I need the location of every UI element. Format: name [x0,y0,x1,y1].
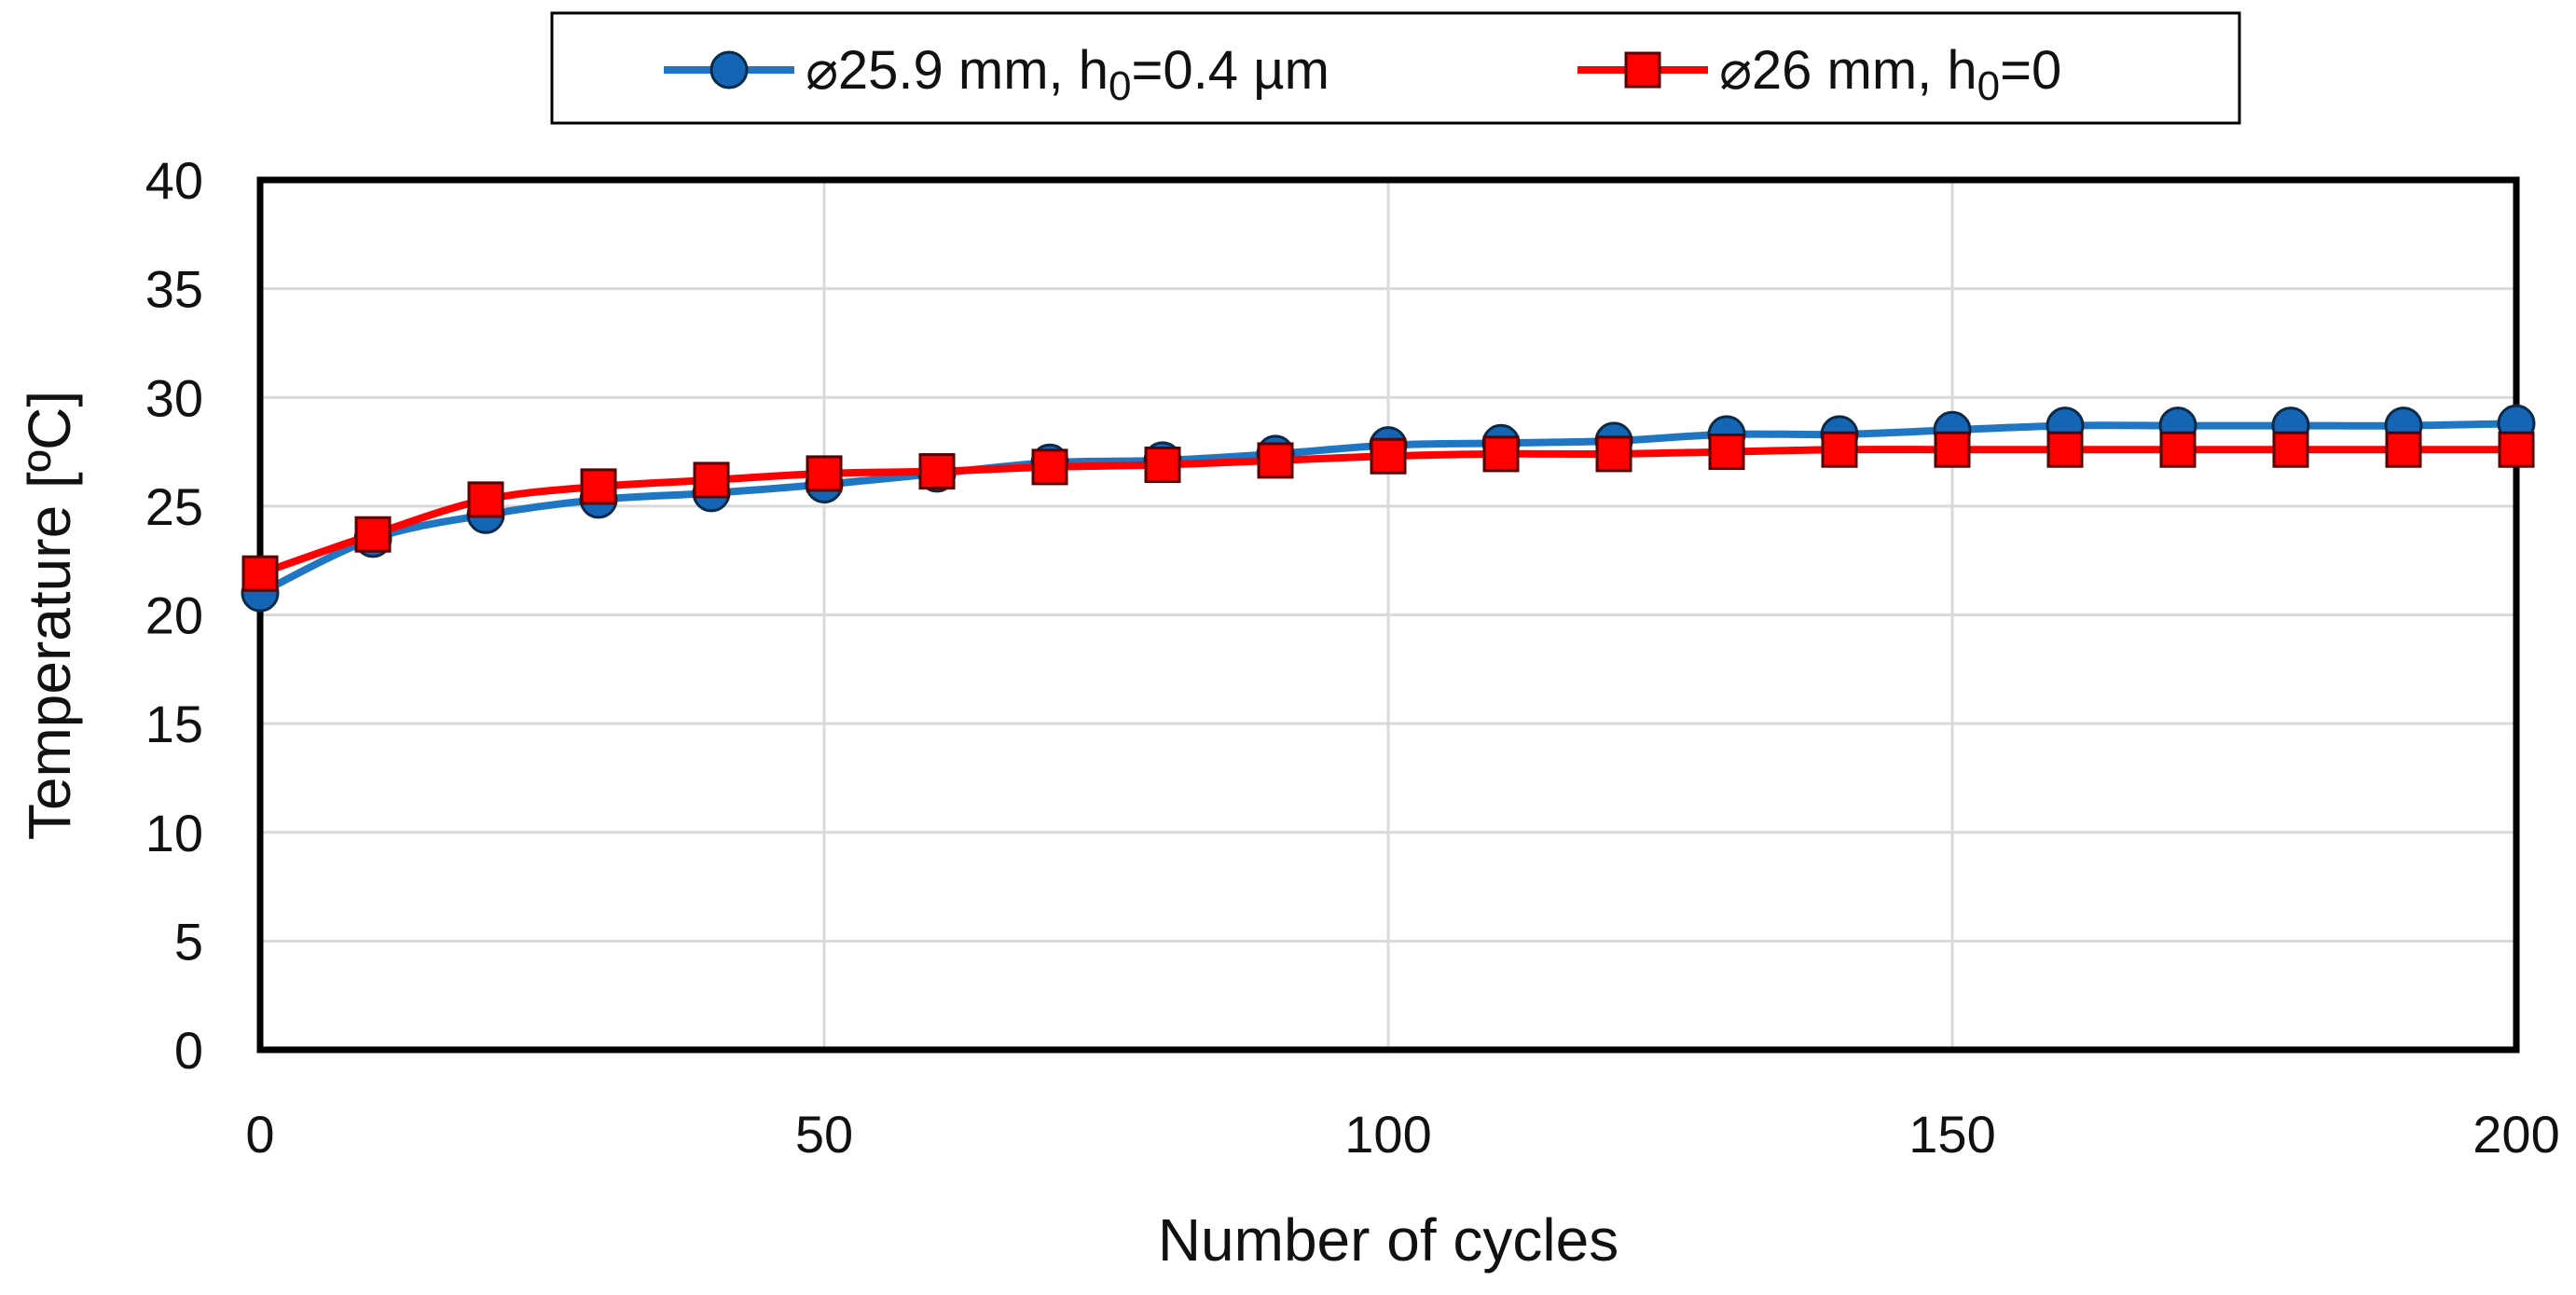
data-point [354,516,392,553]
data-point [1031,448,1068,486]
x-tick-label: 150 [1908,1105,1995,1164]
legend-marker [709,50,749,90]
x-tick-labels: 0 50 100 150 200 [245,1105,2559,1164]
plot-area-frame [256,176,2520,1054]
data-point [467,481,504,518]
y-axis-title: Temperature [ºC] [16,391,83,840]
series-layer [241,404,2536,613]
data-point [1595,435,1632,473]
legend-label: ⌀26 mm, h0=0 [1719,40,2061,109]
data-point [2498,431,2535,468]
data-point [2272,431,2309,468]
data-point [1821,431,1858,468]
x-tick-label: 100 [1344,1105,1431,1164]
y-tick-label: 30 [145,368,203,427]
data-point [1934,431,1971,468]
data-point [1482,435,1520,473]
data-point [580,468,617,505]
y-tick-label: 25 [145,477,203,536]
x-tick-label: 50 [795,1105,853,1164]
legend-entry-1: ⌀25.9 mm, h0=0.4 µm [664,40,1329,109]
y-tick-label: 15 [145,695,203,753]
y-tick-label: 35 [145,260,203,319]
data-point [1708,434,1745,471]
legend-entry-2: ⌀26 mm, h0=0 [1577,40,2061,109]
y-tick-label: 5 [174,912,203,971]
x-axis-title: Number of cycles [1158,1206,1619,1274]
y-tick-label: 40 [145,151,203,210]
legend-entries: ⌀25.9 mm, h0=0.4 µm ⌀26 mm, h0=0 [664,40,2061,109]
x-tick-label: 200 [2473,1105,2559,1164]
legend-marker [1624,51,1661,89]
legend: ⌀25.9 mm, h0=0.4 µm ⌀26 mm, h0=0 [550,11,2241,125]
legend-box [550,11,2241,125]
data-point [1144,447,1181,484]
data-point [806,455,843,492]
x-tick-label: 0 [245,1105,274,1164]
data-point [918,453,956,490]
y-tick-label: 0 [174,1021,203,1080]
data-point [2046,431,2084,468]
data-point [241,555,279,592]
y-tick-label: 10 [145,804,203,862]
data-point [2385,431,2422,468]
y-tick-label: 20 [145,586,203,645]
gridlines [258,178,2518,1052]
data-point [1370,437,1407,475]
series-2 [241,431,2535,592]
data-point [693,462,730,499]
data-point [1257,442,1294,479]
y-tick-labels: 0 5 10 15 20 25 30 35 40 [145,151,203,1080]
legend-label: ⌀25.9 mm, h0=0.4 µm [806,40,1329,109]
data-point [2159,431,2197,468]
